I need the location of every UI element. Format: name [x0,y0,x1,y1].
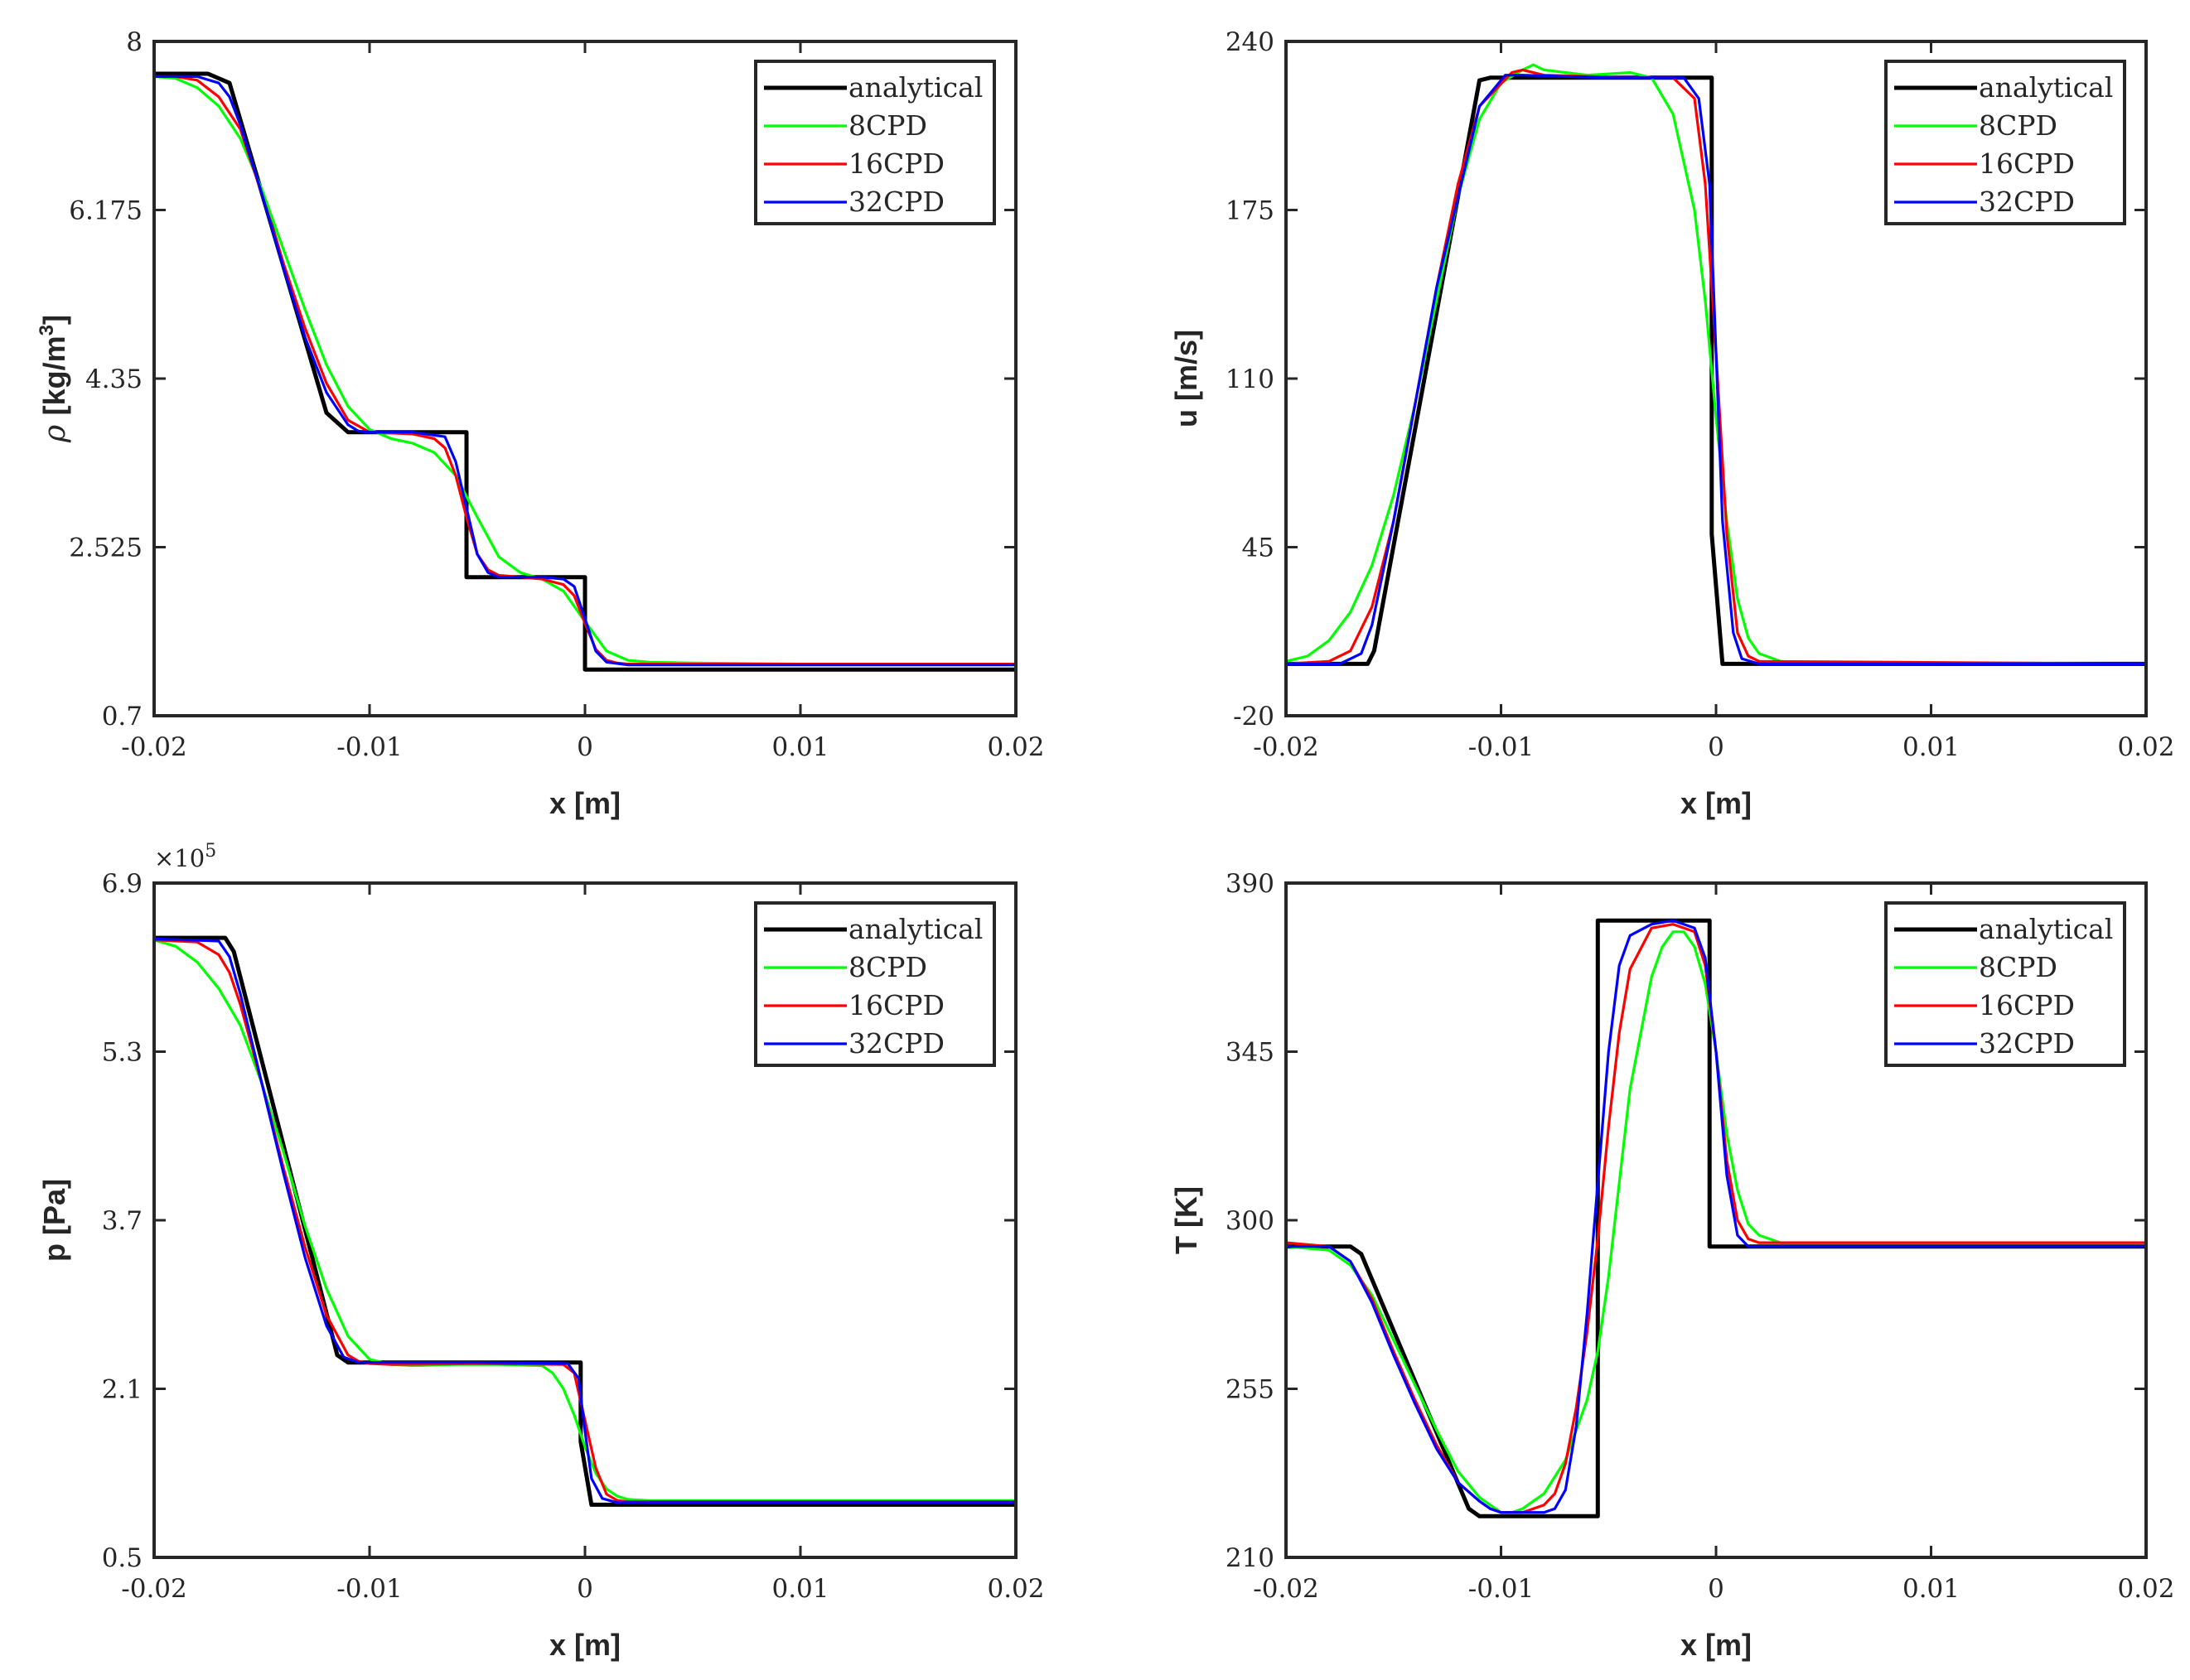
y-tick-label: 6.9 [102,869,143,899]
series-line-16cpd [1286,68,2146,666]
y-tick-label: 110 [1226,364,1274,394]
x-tick-label: 0 [577,1574,593,1604]
legend-label: analytical [1979,71,2113,104]
legend-label: 32CPD [1979,1027,2075,1060]
y-axis-label: u [m/s] [1169,330,1203,427]
legend-label: analytical [848,71,983,104]
chart-panel-velocity: -0.02 -0.01 0 0.01 0.02 -20 45 110 175 240 x [m] u … [1169,27,2175,820]
y-tick-label: 4.35 [85,364,143,394]
y-tick-label: -20 [1233,702,1274,731]
x-tick-label: 0.02 [987,732,1044,762]
series-line-analytical [1286,75,2146,666]
y-tick-label: 240 [1226,27,1274,57]
legend-label: analytical [1979,913,2113,945]
y-tick-label: 8 [126,27,143,57]
legend: analytical 8CPD 16CPD 32CPD [1884,60,2126,225]
y-tick-label: 45 [1242,533,1274,563]
x-tick-label: -0.02 [121,732,187,762]
series-line-32cpd [1286,919,2146,1514]
series-line-8cpd [1286,63,2146,666]
chart-panel-density: -0.02 -0.01 0 0.01 0.02 0.7 2.525 4.35 6.175 8 x [… [36,27,1045,820]
legend-label: 8CPD [1979,951,2057,983]
y-axis-label: p [Pa] [37,1179,71,1262]
legend-label: 16CPD [848,147,945,180]
series-line-32cpd [154,937,1016,1504]
y-exponent-label: ×105 [154,841,216,872]
legend-label: 8CPD [848,109,927,142]
y-axis-label: T [K] [1169,1186,1203,1254]
x-tick-label: 0.01 [771,1574,829,1604]
y-tick-label: 3.7 [102,1206,143,1236]
series-line-analytical [1286,918,2146,1518]
x-tick-label: 0.02 [987,1574,1044,1604]
y-tick-label: 345 [1226,1038,1274,1068]
y-tick-label: 6.175 [69,196,143,226]
x-axis-label: x [m] [549,786,621,820]
axes-box [1284,881,2148,1559]
axes-box [152,881,1018,1559]
y-tick-label: 0.7 [102,702,143,731]
series-line-32cpd [154,75,1016,667]
y-tick-label: 5.3 [102,1038,143,1068]
chart-panel-pressure: -0.02 -0.01 0 0.01 0.02 0.5 2.1 3.7 5.3 6.9 x [m] p… [37,841,1045,1662]
legend: analytical 8CPD 16CPD 32CPD [754,60,996,225]
x-tick-label: -0.02 [1253,1574,1319,1604]
y-tick-label: 300 [1226,1206,1274,1236]
series-line-8cpd [1286,930,2146,1514]
legend-label: 16CPD [848,989,945,1021]
axes-box [1284,40,2148,717]
axes-box [152,40,1018,717]
y-axis-label: ρ [kg/m3] [36,315,72,443]
x-tick-label: -0.02 [121,1574,187,1604]
x-axis-label: x [m] [1680,786,1752,820]
legend-label: 32CPD [848,186,945,218]
legend: analytical 8CPD 16CPD 32CPD [1884,901,2126,1067]
legend: analytical 8CPD 16CPD 32CPD [754,901,996,1067]
chart-panel-temperature: -0.02 -0.01 0 0.01 0.02 210 255 300 345 390 x [m] T… [1169,869,2175,1662]
y-tick-label: 2.1 [102,1375,143,1405]
x-tick-label: 0 [577,732,593,762]
x-axis-label: x [m] [1680,1628,1752,1662]
legend-label: 32CPD [1979,186,2075,218]
legend-label: 32CPD [848,1027,945,1060]
x-tick-label: 0.02 [2117,732,2174,762]
x-tick-label: -0.01 [1468,1574,1535,1604]
legend-label: 8CPD [848,951,927,983]
legend-label: analytical [848,913,983,945]
series-line-analytical [154,935,1016,1507]
x-tick-label: -0.01 [1468,732,1535,762]
x-tick-label: -0.01 [336,732,403,762]
y-tick-label: 255 [1226,1375,1274,1405]
legend-label: 8CPD [1979,109,2057,142]
x-tick-label: -0.02 [1253,732,1319,762]
x-axis-label: x [m] [549,1628,621,1662]
y-tick-label: 0.5 [102,1543,143,1573]
x-tick-label: 0.01 [771,732,829,762]
x-tick-label: 0.01 [1902,1574,1960,1604]
y-tick-label: 390 [1226,869,1274,899]
series-line-32cpd [1286,74,2146,666]
y-tick-label: 175 [1226,196,1274,226]
legend-label: 16CPD [1979,989,2075,1021]
x-tick-label: 0 [1708,1574,1724,1604]
series-line-8cpd [154,75,1016,666]
y-tick-label: 2.525 [69,533,143,563]
x-tick-label: -0.01 [336,1574,403,1604]
y-tick-label: 210 [1226,1543,1274,1573]
x-tick-label: 0.02 [2117,1574,2174,1604]
x-tick-label: 0.01 [1902,732,1960,762]
legend-label: 16CPD [1979,147,2075,180]
x-tick-label: 0 [1708,732,1724,762]
